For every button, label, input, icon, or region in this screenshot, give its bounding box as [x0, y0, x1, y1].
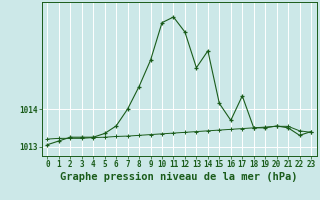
X-axis label: Graphe pression niveau de la mer (hPa): Graphe pression niveau de la mer (hPa)	[60, 172, 298, 182]
